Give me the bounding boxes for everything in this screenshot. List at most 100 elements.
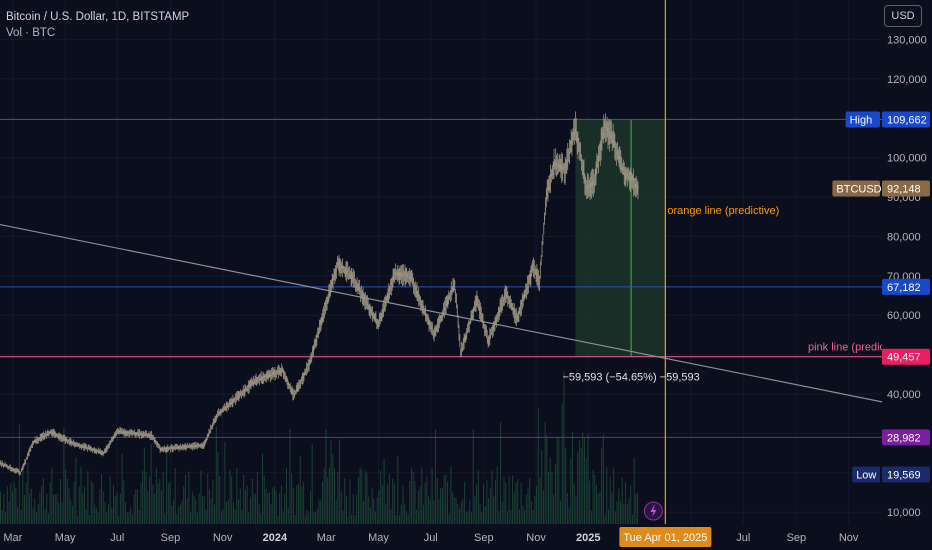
candle-body bbox=[612, 139, 614, 143]
candle-body bbox=[633, 179, 635, 183]
candle-body bbox=[388, 291, 390, 294]
candle-body bbox=[15, 470, 17, 472]
candle-body bbox=[447, 300, 449, 302]
candle-body bbox=[293, 395, 295, 397]
volume-bar bbox=[364, 470, 366, 524]
candle-body bbox=[24, 461, 26, 464]
candle-body bbox=[35, 439, 37, 442]
candle-body bbox=[240, 392, 242, 394]
volume-bar bbox=[599, 491, 601, 524]
candle-body bbox=[299, 385, 301, 386]
candle-body bbox=[357, 289, 359, 291]
volume-bar bbox=[380, 470, 382, 524]
candle-body bbox=[615, 147, 617, 149]
volume-bar bbox=[563, 371, 565, 524]
candle-body bbox=[610, 135, 612, 139]
volume-bar bbox=[160, 490, 162, 524]
candle-body bbox=[569, 147, 571, 151]
candle-body bbox=[145, 434, 147, 436]
candle-body bbox=[457, 321, 459, 325]
candle-body bbox=[358, 286, 360, 292]
candle-body bbox=[312, 350, 314, 353]
candle-body bbox=[274, 373, 276, 374]
candle-body bbox=[381, 312, 383, 314]
candle-body bbox=[93, 449, 95, 451]
volume-bar bbox=[351, 514, 353, 524]
candle-body bbox=[483, 323, 485, 327]
candle-body bbox=[268, 374, 270, 378]
candle-body bbox=[292, 393, 294, 395]
volume-bar bbox=[498, 511, 500, 524]
candle-body bbox=[111, 439, 113, 441]
volume-bar bbox=[32, 508, 34, 524]
volume-bar bbox=[277, 515, 279, 524]
volume-indicator-label[interactable]: Vol · BTC bbox=[6, 27, 56, 39]
volume-bar bbox=[560, 500, 562, 524]
volume-bar bbox=[202, 495, 204, 524]
highlight-date-bg bbox=[619, 527, 712, 547]
candle-body bbox=[473, 309, 475, 312]
candle-body bbox=[361, 293, 363, 295]
candle-body bbox=[394, 271, 396, 274]
volume-bar bbox=[621, 477, 623, 524]
candle-body bbox=[387, 294, 389, 298]
candle-body bbox=[105, 448, 107, 450]
candle-body bbox=[86, 448, 88, 450]
candle-body bbox=[22, 466, 24, 467]
candle-body bbox=[56, 434, 58, 436]
candle-body bbox=[586, 191, 588, 193]
volume-bar bbox=[29, 493, 31, 524]
candle-body bbox=[532, 264, 534, 266]
candle-body bbox=[257, 377, 259, 380]
candle-body bbox=[449, 292, 451, 294]
candle-body bbox=[509, 299, 511, 303]
volume-bar bbox=[325, 429, 327, 524]
candle-body bbox=[41, 437, 43, 439]
volume-bar bbox=[176, 514, 178, 524]
candle-body bbox=[413, 283, 415, 284]
candle-body bbox=[594, 175, 596, 176]
candle-body bbox=[461, 349, 463, 351]
level-tag-bg bbox=[882, 111, 930, 128]
candle-body bbox=[216, 415, 218, 417]
volume-bar bbox=[0, 491, 1, 524]
volume-bar bbox=[193, 495, 195, 524]
volume-bar bbox=[301, 486, 303, 524]
candle-body bbox=[328, 292, 330, 296]
volume-bar bbox=[47, 513, 49, 524]
candle-body bbox=[467, 330, 469, 332]
volume-bar bbox=[392, 478, 394, 524]
candle-body bbox=[252, 381, 254, 385]
candle-body bbox=[467, 326, 469, 328]
candle-body bbox=[212, 422, 214, 424]
candle-body bbox=[628, 172, 630, 180]
candle-body bbox=[399, 272, 401, 277]
candle-body bbox=[494, 320, 496, 324]
volume-bar bbox=[89, 514, 91, 524]
candle-body bbox=[2, 464, 4, 466]
currency-button[interactable]: USD bbox=[884, 5, 922, 27]
candle-body bbox=[65, 439, 67, 441]
volume-bar bbox=[637, 492, 639, 524]
candle-body bbox=[628, 176, 630, 178]
volume-bar bbox=[383, 458, 385, 524]
volume-bar bbox=[71, 505, 73, 524]
candle-body bbox=[247, 388, 249, 390]
volume-bar bbox=[68, 488, 70, 524]
candle-body bbox=[44, 435, 46, 437]
candle-body bbox=[504, 294, 506, 296]
candle-body bbox=[497, 312, 499, 316]
level-name-tag-bg bbox=[845, 111, 880, 128]
price-tick-label: 120,000 bbox=[887, 74, 927, 86]
candle-body bbox=[176, 446, 178, 449]
volume-bar bbox=[551, 470, 553, 524]
candle-body bbox=[424, 310, 426, 314]
candle-body bbox=[131, 432, 133, 434]
price-tick-label: 100,000 bbox=[887, 153, 927, 165]
candle-body bbox=[68, 441, 70, 442]
candle-body bbox=[341, 269, 343, 271]
candle-body bbox=[298, 386, 300, 388]
volume-bar bbox=[575, 496, 577, 524]
volume-bar bbox=[344, 478, 346, 524]
